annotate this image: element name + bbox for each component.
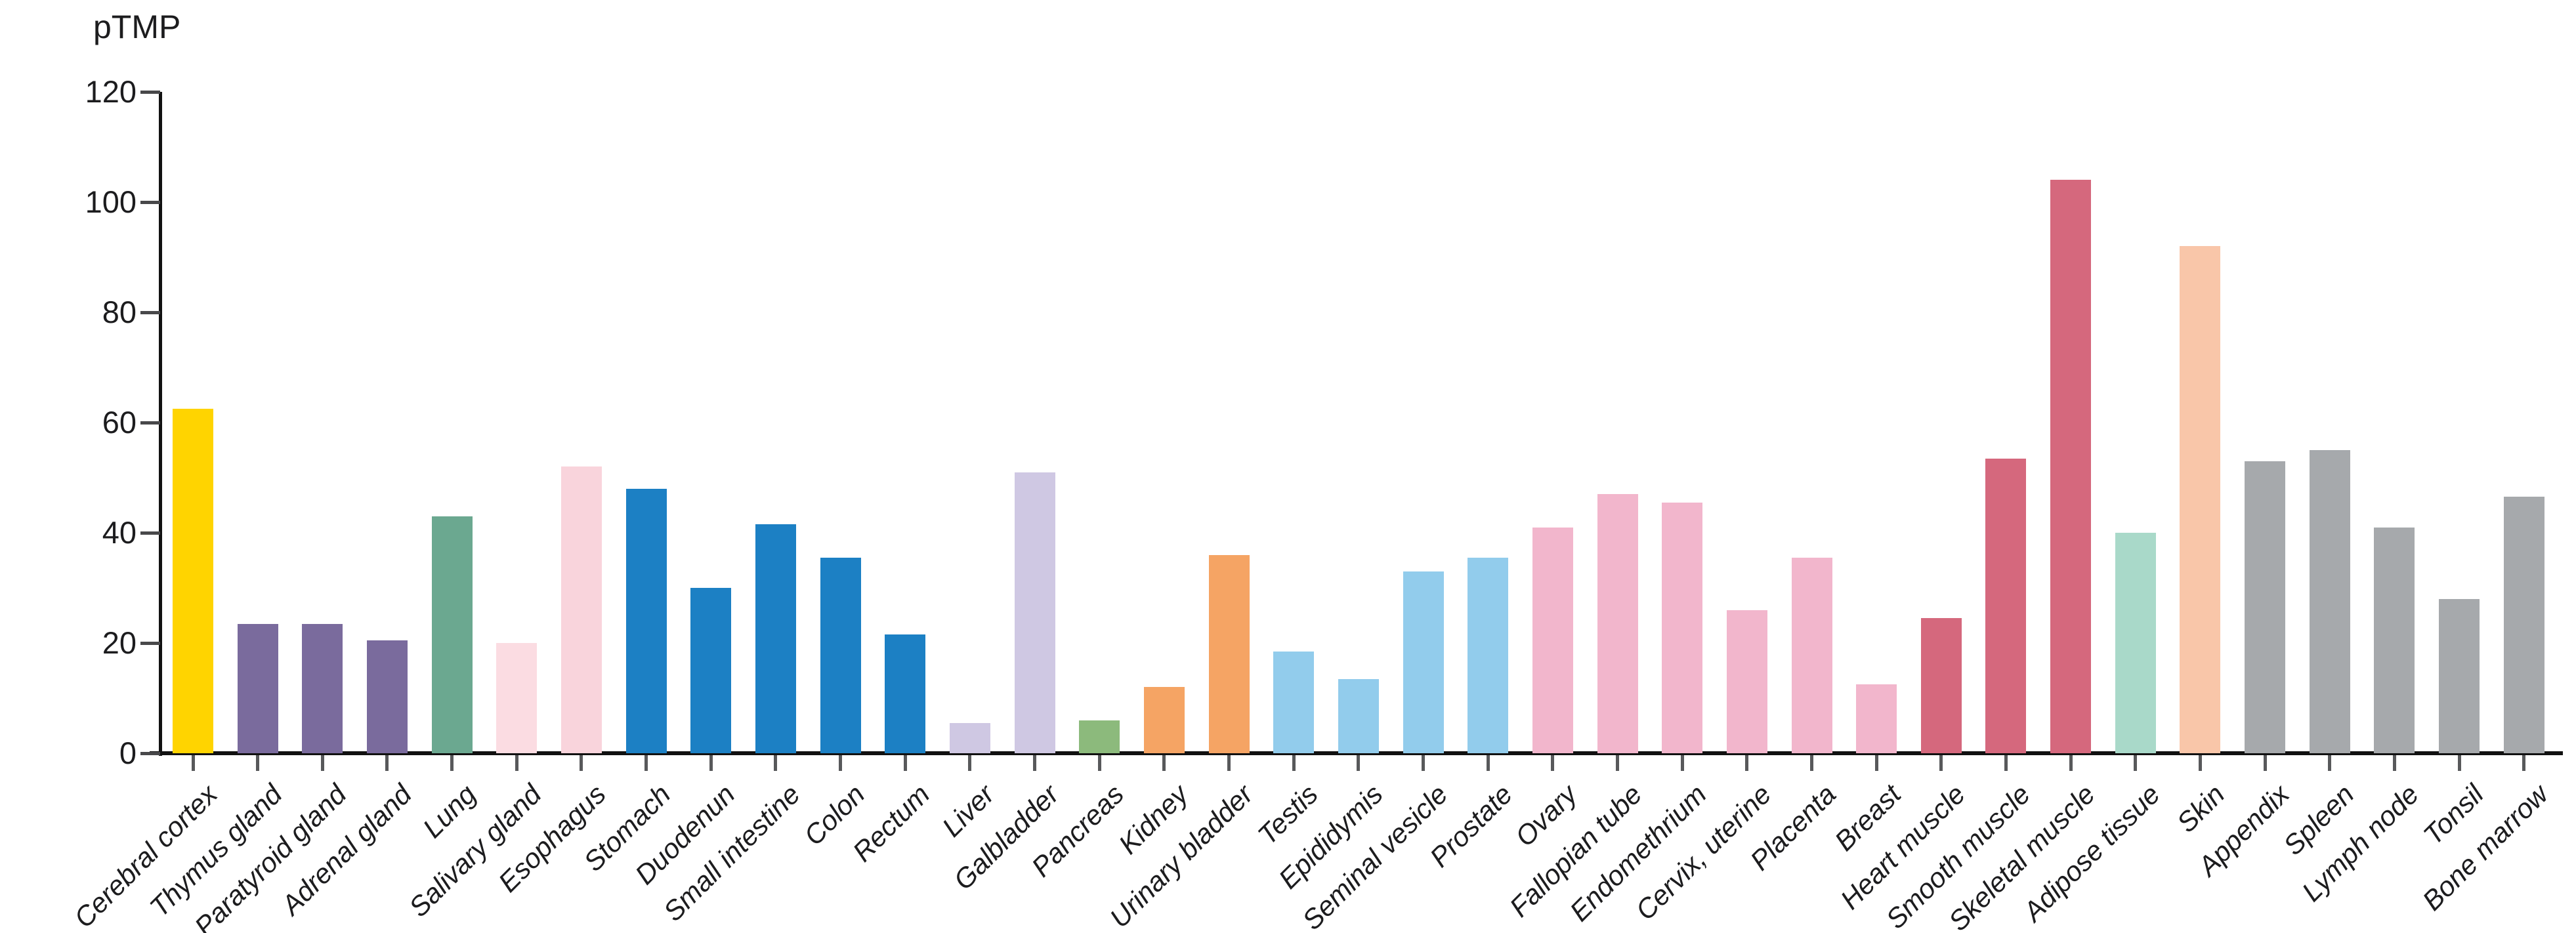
bar: [1662, 502, 1703, 753]
y-axis-title: pTMP: [93, 9, 181, 45]
x-tick-mark: [2004, 755, 2008, 771]
bar: [1403, 571, 1444, 753]
x-tick-mark: [1616, 755, 1620, 771]
x-tick-mark: [1745, 755, 1749, 771]
x-tick-mark: [1162, 755, 1166, 771]
bar: [1338, 678, 1379, 753]
x-tick-mark: [1874, 755, 1878, 771]
x-tick-mark: [644, 755, 648, 771]
x-tick-mark: [2069, 755, 2073, 771]
x-axis-line: [150, 751, 2563, 755]
x-tick-mark: [1292, 755, 1296, 771]
bar: [1079, 720, 1120, 753]
bar: [431, 516, 473, 753]
bar: [1208, 554, 1250, 753]
y-tick-label: 80: [102, 295, 137, 329]
x-tick-mark: [2328, 755, 2332, 771]
bar: [690, 588, 732, 753]
x-tick-mark: [1939, 755, 1943, 771]
y-tick-label: 40: [102, 515, 137, 550]
bar: [625, 488, 667, 753]
x-tick-mark: [1422, 755, 1425, 771]
y-tick-label: 60: [102, 405, 137, 440]
bar: [2180, 246, 2221, 753]
bar: [237, 623, 278, 753]
x-tick-mark: [2134, 755, 2138, 771]
bar: [1791, 557, 1832, 753]
x-tick-mark: [1097, 755, 1101, 771]
x-tick-mark: [2392, 755, 2396, 771]
bar: [820, 557, 861, 753]
x-tick-label: Skin: [2170, 778, 2231, 839]
x-tick-mark: [968, 755, 972, 771]
y-tick-label: 100: [85, 184, 137, 219]
bar: [755, 524, 796, 753]
bar: [1985, 458, 2027, 753]
x-tick-mark: [2522, 755, 2526, 771]
bar: [949, 722, 990, 753]
bar: [2245, 461, 2286, 753]
bar: [560, 466, 602, 753]
bar: [1920, 618, 1962, 753]
y-tick-mark: [140, 91, 160, 94]
x-tick-mark: [1551, 755, 1555, 771]
x-tick-mark: [191, 755, 195, 771]
y-tick-label: 0: [119, 736, 137, 770]
x-tick-mark: [320, 755, 324, 771]
x-tick-mark: [2457, 755, 2461, 771]
x-tick-mark: [1810, 755, 1813, 771]
x-tick-mark: [1357, 755, 1361, 771]
bar: [2115, 533, 2156, 753]
bar: [1532, 527, 1573, 753]
y-tick-mark: [140, 201, 160, 204]
x-tick-mark: [839, 755, 843, 771]
x-tick-mark: [515, 755, 518, 771]
x-tick-mark: [1227, 755, 1231, 771]
x-tick-mark: [774, 755, 778, 771]
x-tick-mark: [1033, 755, 1037, 771]
bar: [1143, 687, 1185, 753]
bar: [1467, 557, 1509, 753]
y-tick-mark: [140, 642, 160, 645]
y-axis-line: [159, 92, 162, 756]
bar: [366, 640, 408, 753]
bar: [885, 634, 926, 753]
bar: [302, 623, 343, 753]
bar: [173, 409, 213, 753]
x-tick-mark: [580, 755, 583, 771]
bar: [2439, 598, 2480, 753]
x-tick-mark: [2198, 755, 2202, 771]
x-tick-mark: [256, 755, 260, 771]
x-tick-mark: [385, 755, 389, 771]
x-tick-mark: [1486, 755, 1490, 771]
y-tick-label: 20: [102, 625, 137, 660]
bar: [2374, 527, 2415, 753]
bar: [1856, 684, 1897, 753]
x-tick-mark: [450, 755, 454, 771]
y-tick-label: 120: [85, 74, 137, 109]
x-tick-mark: [2263, 755, 2267, 771]
y-tick-mark: [140, 421, 160, 425]
bar: [1273, 651, 1315, 753]
bar: [1726, 610, 1767, 753]
bar: [1597, 494, 1638, 753]
y-tick-mark: [140, 752, 160, 755]
x-tick-mark: [709, 755, 713, 771]
bar: [2503, 497, 2544, 753]
bar: [2309, 450, 2350, 753]
x-tick-mark: [1680, 755, 1684, 771]
bar: [496, 643, 538, 753]
x-tick-mark: [903, 755, 907, 771]
y-tick-mark: [140, 531, 160, 535]
y-tick-mark: [140, 311, 160, 314]
bar: [1014, 472, 1055, 753]
bar: [2050, 180, 2092, 753]
